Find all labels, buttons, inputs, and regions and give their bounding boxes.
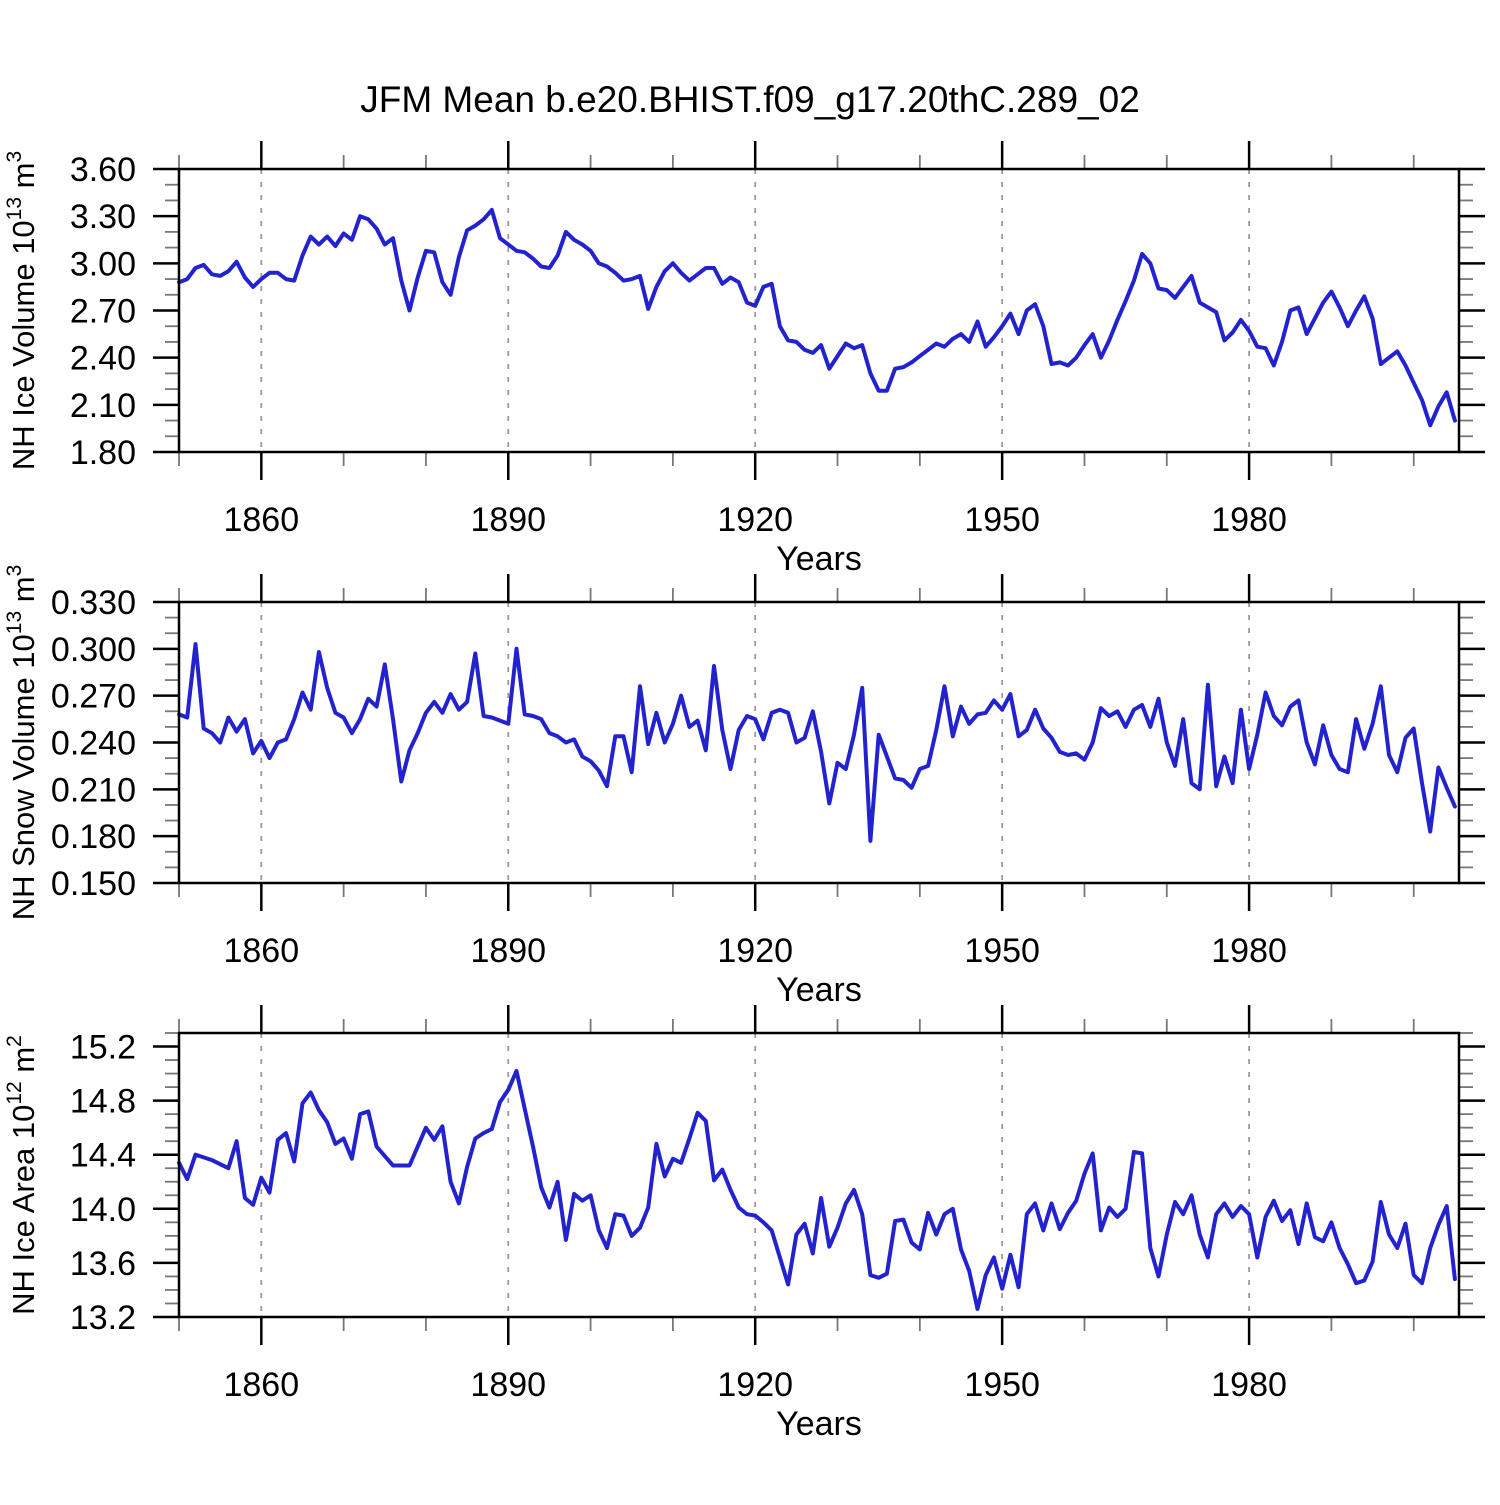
panel-nh-snow-volume: 0.150 0.180 0.210 0.240 0.270 0.300 0.330 1860 1… (3, 565, 1485, 1009)
y-tick-label: 2.70 (70, 293, 136, 331)
y-tick-label: 3.00 (70, 245, 136, 283)
y-tick-label: 0.330 (51, 584, 136, 622)
x-tick-label: 1980 (1211, 1366, 1287, 1404)
y-tick-label: 2.40 (70, 340, 136, 378)
x-tick-label: 1890 (470, 501, 546, 539)
x-tick-label: 1920 (717, 1366, 793, 1404)
panel-nh-ice-area: 13.2 13.6 14.0 14.4 14.8 15.2 1860 1890 1920 1950… (3, 1005, 1485, 1443)
y-tick-label: 3.60 (70, 151, 136, 189)
x-tick-label: 1980 (1211, 932, 1287, 970)
y-tick-label: 0.210 (51, 771, 136, 809)
plot-border (177, 600, 1461, 885)
plot-border (177, 1031, 1461, 1319)
x-tick-label: 1950 (964, 932, 1040, 970)
x-tick-label: 1890 (470, 932, 546, 970)
x-tick-label: 1980 (1211, 501, 1287, 539)
x-tick-label: 1860 (223, 932, 299, 970)
x-tick-label: 1950 (964, 501, 1040, 539)
y-tick-label: 2.10 (70, 387, 136, 425)
y-tick-label: 13.6 (70, 1245, 136, 1283)
x-tick-label: 1860 (223, 501, 299, 539)
y-tick-label: 14.8 (70, 1083, 136, 1121)
y-tick-label: 0.180 (51, 818, 136, 856)
data-line (177, 207, 1457, 428)
y-tick-label: 0.300 (51, 631, 136, 669)
y-tick-label: 0.150 (51, 865, 136, 903)
x-tick-label: 1920 (717, 932, 793, 970)
chart-title: JFM Mean b.e20.BHIST.f09_g17.20thC.289_0… (360, 79, 1140, 120)
x-tick-label: 1950 (964, 1366, 1040, 1404)
y-tick-label: 14.4 (70, 1137, 136, 1175)
y-tick-label: 0.240 (51, 725, 136, 763)
y-axis-title: NH Snow Volume 1013 m3 (3, 565, 41, 921)
x-tick-label: 1920 (717, 501, 793, 539)
x-tick-label: 1890 (470, 1366, 546, 1404)
y-tick-label: 14.0 (70, 1191, 136, 1229)
x-tick-label: 1860 (223, 1366, 299, 1404)
y-axis-title: NH Ice Volume 1013 m3 (3, 151, 41, 470)
data-line (177, 1068, 1457, 1311)
plot-border (177, 167, 1461, 454)
x-axis-title: Years (776, 540, 862, 578)
y-tick-label: 15.2 (70, 1029, 136, 1067)
data-line (177, 642, 1457, 843)
x-axis-title: Years (776, 971, 862, 1009)
x-axis-title: Years (776, 1405, 862, 1443)
y-tick-label: 0.270 (51, 678, 136, 716)
y-tick-label: 3.30 (70, 198, 136, 236)
y-tick-label: 1.80 (70, 434, 136, 472)
y-tick-label: 13.2 (70, 1299, 136, 1337)
panel-nh-ice-volume: 1.80 2.10 2.40 2.70 3.00 3.30 3.60 1860 1890 1920… (3, 141, 1485, 578)
y-axis-title: NH Ice Area 1012 m2 (3, 1035, 41, 1315)
